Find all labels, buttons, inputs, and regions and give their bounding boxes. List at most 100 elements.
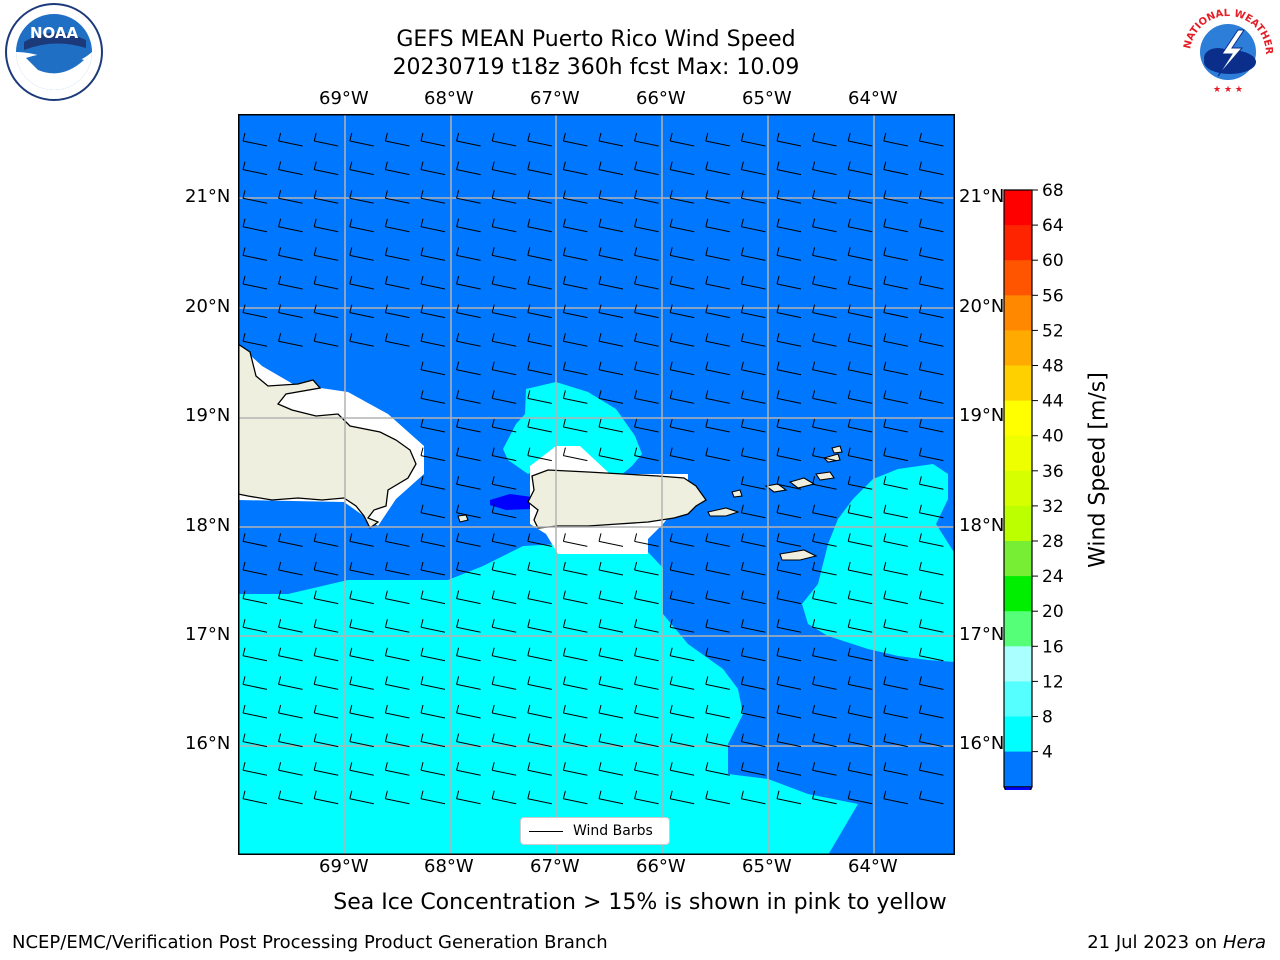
wind-barb [812,504,837,519]
land-hispaniola [238,343,417,529]
wind-barb [313,733,339,748]
wind-barb [918,647,944,662]
wind-barb [669,361,695,376]
colorbar-bin [1004,541,1032,577]
wind-barb [384,132,410,147]
wind-barb [313,561,339,576]
wind-barb [918,533,944,547]
colorbar-bin [1004,400,1032,437]
colorbar-bin [1004,435,1032,472]
wind-barb [847,218,873,233]
wind-barb [740,447,766,462]
wind-barb [420,733,446,748]
wind-barb [278,619,303,633]
wind-barb [598,333,624,347]
wind-barb [278,275,303,290]
wind-barb [313,333,339,347]
colorbar-bin [1004,295,1032,331]
wind-barb [527,590,552,605]
wind-barb [740,190,766,204]
wind-barb [384,733,410,748]
wind-barb [847,132,873,147]
lat-label-left: 18°N [185,515,231,536]
wind-barb [456,476,481,490]
wind-barb [669,190,695,204]
wind-barb [669,704,695,719]
wind-barb [420,247,446,261]
wind-barb [420,619,446,633]
wind-barb [740,218,766,233]
wind-barb [669,533,695,547]
wind-barb [883,733,908,748]
wind-barb [669,333,695,347]
wind-barb [527,561,552,576]
wind-barb [562,590,588,605]
wind-barb [847,704,873,719]
wind-barb [776,132,802,147]
wind-barb [634,275,659,290]
wind-barb [562,275,588,290]
wind-barb [847,762,873,776]
wind-barb [384,590,410,605]
wind-barb [278,533,303,547]
wind-barb [812,333,837,347]
lon-label-top: 68°W [424,88,474,109]
colorbar-tick-label: 8 [1042,708,1053,728]
wind-barb [847,275,873,290]
land-vieques [707,507,740,517]
wind-barb [812,619,837,633]
wind-barb [278,190,303,204]
wind-barb [669,676,695,690]
wind-barb [669,733,695,748]
wind-barb [634,590,659,605]
wind-barb [918,504,944,519]
colorbar-tick-label: 28 [1042,532,1064,552]
colorbar-tick-label: 56 [1042,286,1064,306]
wind-barb [847,676,873,690]
colorbar: 68 64 60 56 52 48 44 40 36 32 28 24 20 16 12 8 4 [1003,181,1064,790]
wind-min-patch [490,494,532,510]
wind-barb [242,790,268,805]
wind-barb [456,704,481,719]
wind-barb [278,762,303,776]
land-st-croix [779,549,818,561]
wind-barb [634,447,659,462]
wind-barb [491,218,517,233]
wind-barb [313,533,339,547]
wind-barb [598,533,624,547]
sea-ice-note: Sea Ice Concentration > 15% is shown in … [333,890,947,915]
wind-barb [527,304,552,319]
wind-barb [776,762,802,776]
wind-barb [669,590,695,605]
wind-barb [776,704,802,719]
wind-barb [349,561,374,576]
wind-barb [420,361,446,376]
wind-barb [278,247,303,261]
wind-barb [740,161,766,176]
wind-barb [420,333,446,347]
wind-barb [384,247,410,261]
wind-barb [420,132,446,147]
wind-barb [669,418,695,433]
wind-barb [562,304,588,319]
colorbar-bin [1004,365,1032,401]
wind-barb [420,590,446,605]
wind-barb [242,676,268,690]
wind-barb [918,790,944,805]
wind-barb [705,647,730,662]
footer-machine: Hera [1222,932,1266,953]
wind-barb [598,676,624,690]
colorbar-tick-label: 68 [1042,181,1064,201]
wind-barb [776,418,802,433]
wind-barb [634,790,659,805]
colorbar-bin [1004,470,1032,507]
wind-barb [242,333,268,347]
wind-barb [456,762,481,776]
wind-barb [740,504,766,519]
map-title: GEFS MEAN Puerto Rico Wind Speed [396,27,796,52]
wind-barb [669,218,695,233]
wind-barb [420,647,446,662]
wind-barb [776,161,802,176]
wind-barb [313,190,339,204]
wind-barb [705,733,730,748]
